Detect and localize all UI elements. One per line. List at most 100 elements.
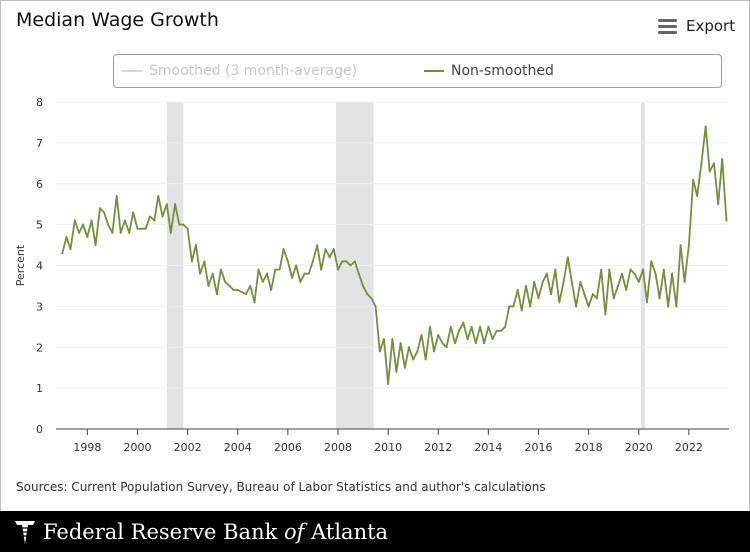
data-point <box>633 272 636 275</box>
data-point <box>232 289 235 292</box>
data-point <box>61 252 64 255</box>
data-point <box>324 248 327 251</box>
data-point <box>712 162 715 165</box>
data-point <box>725 219 728 222</box>
data-point <box>370 297 373 300</box>
data-point <box>136 227 139 230</box>
data-point <box>65 235 68 238</box>
y-tick-label: 0 <box>36 423 43 436</box>
data-point <box>366 293 369 296</box>
y-tick-label: 3 <box>36 300 43 313</box>
x-tick-label: 2016 <box>525 441 553 454</box>
data-point <box>541 280 544 283</box>
data-point <box>90 219 93 222</box>
data-point <box>499 329 502 332</box>
legend-item-smoothed[interactable]: Smoothed (3 month-average) <box>122 63 357 79</box>
legend-label-non-smoothed: Non-smoothed <box>451 63 554 79</box>
data-point <box>570 280 573 283</box>
data-point <box>165 203 168 206</box>
data-point <box>211 272 214 275</box>
data-point <box>575 305 578 308</box>
data-point <box>349 264 352 267</box>
data-point <box>554 268 557 271</box>
data-point <box>111 231 114 234</box>
data-point <box>595 297 598 300</box>
data-point <box>291 276 294 279</box>
data-point <box>148 215 151 218</box>
data-point <box>128 231 131 234</box>
data-point <box>458 329 461 332</box>
data-point <box>403 366 406 369</box>
data-point <box>107 223 110 226</box>
data-point <box>445 346 448 349</box>
data-point <box>491 338 494 341</box>
legend-item-non-smoothed[interactable]: Non-smoothed <box>424 63 554 79</box>
data-point <box>700 162 703 165</box>
data-point <box>274 268 277 271</box>
data-point <box>432 350 435 353</box>
x-tick-label: 2012 <box>424 441 452 454</box>
data-point <box>658 297 661 300</box>
data-point <box>399 342 402 345</box>
data-point <box>650 260 653 263</box>
data-point <box>215 293 218 296</box>
data-point <box>194 244 197 247</box>
data-point <box>119 231 122 234</box>
data-point <box>449 325 452 328</box>
data-point <box>378 350 381 353</box>
data-point <box>441 342 444 345</box>
data-point <box>637 280 640 283</box>
data-point <box>278 268 281 271</box>
data-point <box>420 333 423 336</box>
data-point <box>362 284 365 287</box>
data-point <box>524 284 527 287</box>
data-point <box>357 272 360 275</box>
x-tick-label: 2006 <box>274 441 302 454</box>
data-point <box>683 280 686 283</box>
series-line-non-smoothed <box>61 125 728 385</box>
data-point <box>270 289 273 292</box>
y-axis-title: Percent <box>14 244 27 286</box>
data-point <box>178 223 181 226</box>
data-point <box>495 329 498 332</box>
footer-bar: Federal Reserve Bank of Atlanta <box>0 511 750 552</box>
data-point <box>579 280 582 283</box>
x-tick-label: 2020 <box>625 441 653 454</box>
data-point <box>174 203 177 206</box>
data-point <box>219 268 222 271</box>
export-button[interactable]: Export <box>658 17 735 35</box>
data-point <box>612 297 615 300</box>
data-point <box>157 195 160 198</box>
data-point <box>662 268 665 271</box>
data-point <box>424 358 427 361</box>
legend-swatch-smoothed <box>122 70 142 72</box>
data-point <box>696 195 699 198</box>
data-point <box>374 305 377 308</box>
y-tick-label: 7 <box>36 137 43 150</box>
data-point <box>545 272 548 275</box>
data-point <box>253 301 256 304</box>
data-point <box>103 211 106 214</box>
data-point <box>78 231 81 234</box>
data-point <box>604 313 607 316</box>
chart-panel: Median Wage Growth Export Smoothed (3 mo… <box>0 0 750 511</box>
data-point <box>303 272 306 275</box>
data-point <box>316 244 319 247</box>
data-point <box>98 207 101 210</box>
data-point <box>474 342 477 345</box>
x-tick-label: 2002 <box>174 441 202 454</box>
data-point <box>591 293 594 296</box>
data-point <box>345 260 348 263</box>
data-point <box>169 231 172 234</box>
data-point <box>470 325 473 328</box>
data-point <box>620 272 623 275</box>
data-point <box>266 272 269 275</box>
data-point <box>566 256 569 259</box>
legend-swatch-non-smoothed <box>424 70 444 72</box>
data-point <box>562 280 565 283</box>
data-point <box>286 260 289 263</box>
data-point <box>144 227 147 230</box>
data-point <box>382 338 385 341</box>
chart-legend: Smoothed (3 month-average) Non-smoothed <box>113 54 722 88</box>
x-tick-label: 2022 <box>675 441 703 454</box>
